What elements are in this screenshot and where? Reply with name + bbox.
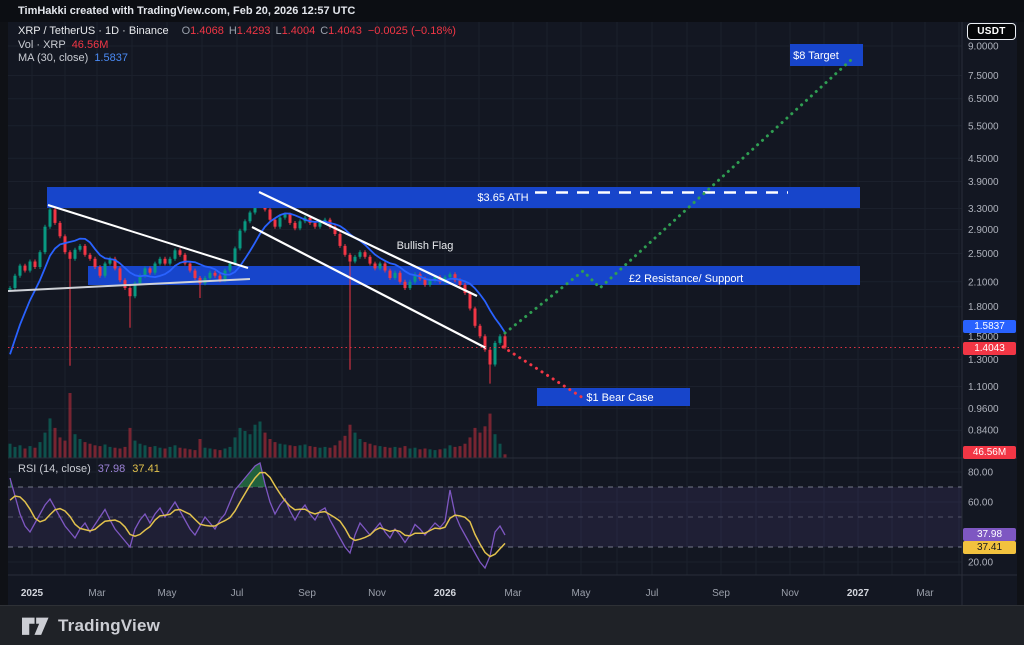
legend-row-ma: MA (30, close) 1.5837 <box>18 52 456 65</box>
ma30-line <box>9 212 506 355</box>
rsi-value: 37.98 <box>97 463 126 475</box>
svg-text:3.9000: 3.9000 <box>968 177 999 188</box>
svg-text:60.00: 60.00 <box>968 498 993 509</box>
ath-label: $3.65 ATH <box>477 192 528 204</box>
svg-text:Jul: Jul <box>646 588 659 599</box>
svg-text:Nov: Nov <box>781 588 799 599</box>
svg-text:1.1000: 1.1000 <box>968 382 999 393</box>
svg-text:Sep: Sep <box>712 588 730 599</box>
svg-text:4.5000: 4.5000 <box>968 154 999 165</box>
target-label: $8 Target <box>793 50 839 62</box>
descending-trendline[interactable] <box>47 204 249 269</box>
svg-text:Mar: Mar <box>916 588 934 599</box>
svg-text:0.9600: 0.9600 <box>968 404 999 415</box>
rsi-overbought-fill <box>237 463 266 487</box>
svg-text:3.3000: 3.3000 <box>968 204 999 215</box>
ohlc-high-value: 1.4293 <box>236 25 271 37</box>
tradingview-logo-text: TradingView <box>58 616 161 635</box>
svg-text:2027: 2027 <box>847 588 870 599</box>
volume-label[interactable]: Vol · XRP <box>18 38 66 51</box>
resistance-band[interactable] <box>88 266 860 285</box>
rsi-band <box>8 487 962 547</box>
ma-label[interactable]: MA (30, close) <box>18 52 89 64</box>
ohlc-open-key: O <box>181 25 191 37</box>
svg-text:1.5000: 1.5000 <box>968 332 999 343</box>
svg-text:80.00: 80.00 <box>968 468 993 479</box>
ohlc-open-value: 1.4068 <box>190 25 224 37</box>
svg-text:2026: 2026 <box>434 588 457 599</box>
ath-band[interactable] <box>47 187 860 208</box>
svg-text:20.00: 20.00 <box>968 558 993 569</box>
svg-text:0.8400: 0.8400 <box>968 426 999 437</box>
svg-text:7.5000: 7.5000 <box>968 71 999 82</box>
bearish-projection-path[interactable] <box>501 345 585 400</box>
rsi-line <box>9 461 506 570</box>
ma-value: 1.5837 <box>94 52 128 64</box>
svg-text:Mar: Mar <box>88 588 106 599</box>
flag-lower-line[interactable] <box>251 226 487 349</box>
attribution-text: TimHakki created with TradingView.com, F… <box>18 5 356 17</box>
bear-case-label: $1 Bear Case <box>586 392 653 404</box>
svg-text:2.5000: 2.5000 <box>968 249 999 260</box>
change-value: −0.0025 (−0.18%) <box>367 25 456 37</box>
legend-row-symbol: XRP / TetherUS · 1D · Binance O1.4068 H1.4… <box>18 25 456 38</box>
bullish-flag-label: Bullish Flag <box>397 240 454 252</box>
rsi-label[interactable]: RSI (14, close) <box>18 463 91 475</box>
svg-text:Nov: Nov <box>368 588 386 599</box>
svg-text:2.9000: 2.9000 <box>968 225 999 236</box>
ohlc-high-key: H <box>228 25 237 37</box>
tradingview-logo[interactable]: TradingView <box>22 616 160 636</box>
ohlc-close-value: 1.4043 <box>328 25 362 37</box>
ohlc-low-value: 1.4004 <box>281 25 316 37</box>
rsi-ma-value: 37.41 <box>132 463 160 475</box>
svg-text:5.5000: 5.5000 <box>968 121 999 132</box>
svg-text:Sep: Sep <box>298 588 316 599</box>
bullish-projection-path[interactable] <box>503 57 854 335</box>
symbol-title[interactable]: XRP / TetherUS · 1D · Binance <box>18 25 169 37</box>
last-price-badge: 1.4043 <box>963 342 1016 355</box>
rsi-legend: RSI (14, close) 37.98 37.41 <box>18 463 160 475</box>
flag-upper-line[interactable] <box>258 191 478 297</box>
price-chart-canvas[interactable]: $3.65 ATH £2 Resistance/ Support $8 Target… <box>8 22 1017 605</box>
rsi-badge: 37.98 <box>963 528 1016 541</box>
svg-text:1.8000: 1.8000 <box>968 302 999 313</box>
svg-text:Mar: Mar <box>504 588 522 599</box>
svg-text:6.5000: 6.5000 <box>968 94 999 105</box>
target-box[interactable] <box>790 44 863 66</box>
ohlc-low-key: L <box>275 25 282 37</box>
rsi-ma-badge: 37.41 <box>963 541 1016 554</box>
ascending-support-line[interactable] <box>8 278 251 292</box>
bottom-toolbar: TradingView <box>0 605 1024 645</box>
svg-text:2025: 2025 <box>21 588 44 599</box>
chart-legend: XRP / TetherUS · 1D · Binance O1.4068 H1.4… <box>18 25 456 66</box>
chart-widget[interactable]: $3.65 ATH £2 Resistance/ Support $8 Target… <box>8 22 1017 605</box>
volume-value: 46.56M <box>71 38 109 51</box>
resistance-label: £2 Resistance/ Support <box>629 273 743 285</box>
ohlc-close-key: C <box>320 25 329 37</box>
svg-text:May: May <box>572 588 591 599</box>
tradingview-logo-icon <box>22 617 49 635</box>
rsi-ma-line <box>9 471 506 558</box>
ma-price-badge: 1.5837 <box>963 320 1016 333</box>
svg-text:9.0000: 9.0000 <box>968 42 999 53</box>
attribution-bar: TimHakki created with TradingView.com, F… <box>0 0 1024 22</box>
svg-text:2.1000: 2.1000 <box>968 277 999 288</box>
svg-text:1.3000: 1.3000 <box>968 355 999 366</box>
svg-text:Jul: Jul <box>231 588 244 599</box>
legend-row-volume: Vol · XRP 46.56M <box>18 39 456 52</box>
volume-badge: 46.56M <box>963 446 1016 459</box>
svg-text:May: May <box>158 588 177 599</box>
currency-toggle-button[interactable]: USDT <box>967 23 1016 40</box>
